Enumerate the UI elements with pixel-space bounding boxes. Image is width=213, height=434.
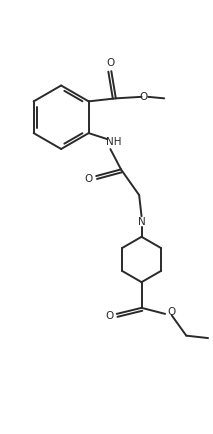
Text: O: O xyxy=(139,92,147,102)
Text: N: N xyxy=(138,217,145,227)
Text: NH: NH xyxy=(106,137,122,147)
Text: O: O xyxy=(167,307,175,317)
Text: O: O xyxy=(105,311,113,321)
Text: O: O xyxy=(85,174,93,184)
Text: O: O xyxy=(106,58,115,68)
